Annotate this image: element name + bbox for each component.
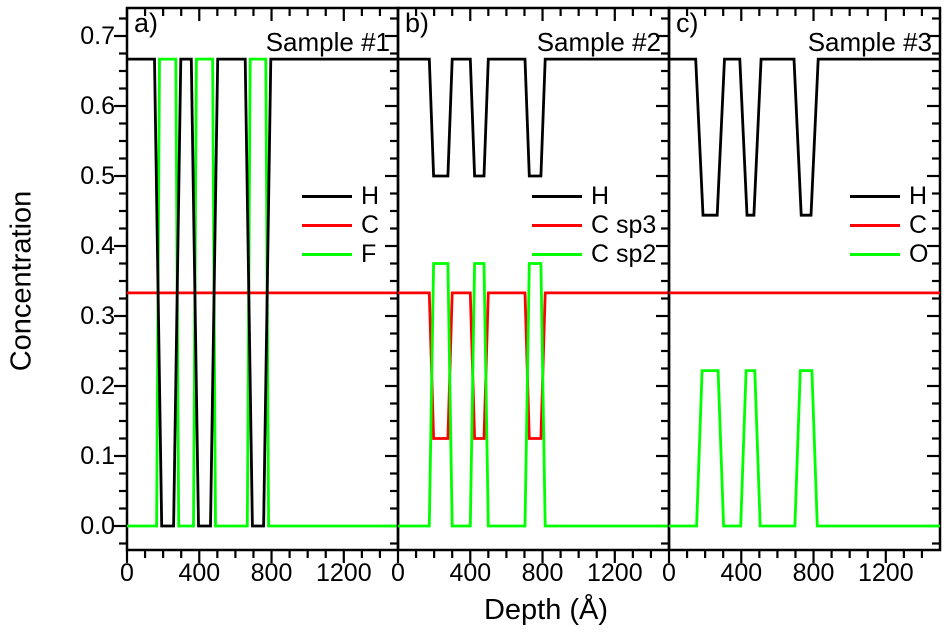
legend-line-swatch: [850, 195, 900, 198]
legend-row: H: [850, 182, 928, 211]
legend-label: C: [361, 211, 380, 239]
x-tick-label: 800: [521, 559, 564, 587]
legend-line-swatch: [532, 224, 582, 227]
x-tick-label: 1200: [586, 559, 643, 587]
panel-a-letter: a): [134, 8, 159, 38]
x-tick-label: 800: [250, 559, 293, 587]
panel-frame: [396, 6, 671, 552]
panel-c-title: Sample #3: [807, 27, 932, 57]
series-f: [127, 57, 398, 528]
legend-row: F: [302, 240, 379, 269]
legend-row: C: [850, 211, 928, 240]
panel-c-letter: c): [676, 8, 699, 38]
legend-row: C sp3: [532, 211, 656, 240]
legend-label: C sp3: [591, 211, 657, 239]
legend-row: H: [302, 182, 379, 211]
panel-frame: [125, 6, 400, 552]
x-tick-label: 800: [792, 559, 835, 587]
legend-label: O: [909, 240, 929, 268]
x-tick-label: 0: [391, 559, 405, 587]
y-tick-label: 0.4: [80, 232, 115, 260]
legend-label: H: [909, 182, 928, 210]
panel-b-letter: b): [405, 8, 430, 38]
x-tick-label: 1200: [315, 559, 372, 587]
legend-row: C: [302, 211, 379, 240]
legend-line-swatch: [302, 253, 352, 256]
y-tick-label: 0.0: [80, 512, 115, 540]
x-tick-label: 1200: [857, 559, 914, 587]
series-h: [398, 57, 669, 178]
series-h: [127, 57, 398, 528]
x-tick-label: 0: [120, 559, 134, 587]
series-c-sp3: [398, 291, 669, 440]
legend-line-swatch: [302, 195, 352, 198]
panel-b-legend: H C sp3 C sp2: [532, 182, 656, 269]
panel-b-title: Sample #2: [536, 27, 661, 57]
legend-label: F: [361, 240, 377, 268]
legend-line-swatch: [302, 224, 352, 227]
y-tick-label: 0.5: [80, 162, 115, 190]
panel-c-legend: H C O: [850, 182, 928, 269]
y-tick-label: 0.7: [80, 22, 115, 50]
y-axis-title: Concentration: [5, 190, 38, 372]
legend-line-swatch: [850, 224, 900, 227]
panel-a-legend: H C F: [302, 182, 379, 269]
legend-label: H: [591, 182, 610, 210]
panel-frame: [667, 6, 942, 552]
x-axis-title: Depth (Å): [483, 594, 609, 626]
y-tick-label: 0.6: [80, 92, 115, 120]
legend-row: H: [532, 182, 656, 211]
legend-line-swatch: [532, 195, 582, 198]
x-tick-label: 0: [662, 559, 676, 587]
series-h: [669, 57, 940, 217]
legend-label: C sp2: [591, 240, 657, 268]
legend-row: O: [850, 240, 928, 269]
series-o: [669, 369, 940, 528]
legend-line-swatch: [532, 253, 582, 256]
x-tick-label: 400: [178, 559, 221, 587]
legend-row: C sp2: [532, 240, 656, 269]
y-tick-label: 0.3: [80, 302, 115, 330]
legend-line-swatch: [850, 253, 900, 256]
x-tick-label: 400: [449, 559, 492, 587]
x-tick-label: 400: [720, 559, 763, 587]
panel-a-title: Sample #1: [265, 27, 390, 57]
y-tick-label: 0.2: [80, 372, 115, 400]
legend-label: H: [361, 182, 380, 210]
y-tick-label: 0.1: [80, 442, 115, 470]
legend-label: C: [909, 211, 928, 239]
series-c-sp2: [398, 262, 669, 528]
